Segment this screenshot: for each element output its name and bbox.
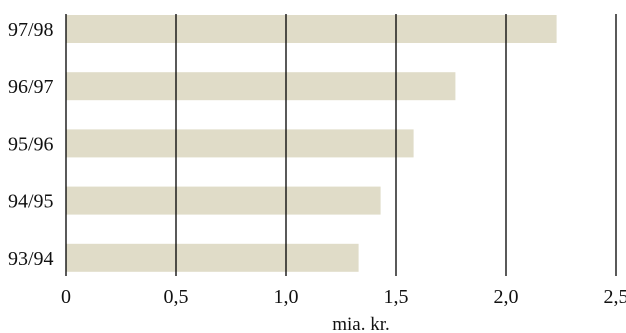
x-tick-label: 0,5 <box>164 286 189 308</box>
category-label: 93/94 <box>8 248 54 270</box>
bars-group <box>66 15 557 272</box>
x-axis-label: mia. kr. <box>332 314 390 333</box>
x-tick-label: 1,5 <box>384 286 409 308</box>
category-label: 97/98 <box>8 19 54 41</box>
bar-95-96 <box>66 129 414 158</box>
category-label: 94/95 <box>8 191 54 213</box>
bar-97-98 <box>66 15 557 43</box>
category-labels-group: 97/98 96/97 95/96 94/95 93/94 <box>8 19 54 270</box>
category-label: 96/97 <box>8 76 54 98</box>
x-tick-label: 1,0 <box>274 286 299 308</box>
category-label: 95/96 <box>8 133 54 155</box>
x-tick-label: 0 <box>61 286 71 308</box>
gridlines-group <box>65 14 617 276</box>
x-tick-label: 2,5 <box>604 286 626 308</box>
x-tick-label: 2,0 <box>494 286 519 308</box>
x-tick-labels-group: 0 0,5 1,0 1,5 2,0 2,5 <box>61 286 626 308</box>
bar-93-94 <box>66 243 359 272</box>
bar-96-97 <box>66 72 456 101</box>
bar-94-95 <box>66 186 381 215</box>
